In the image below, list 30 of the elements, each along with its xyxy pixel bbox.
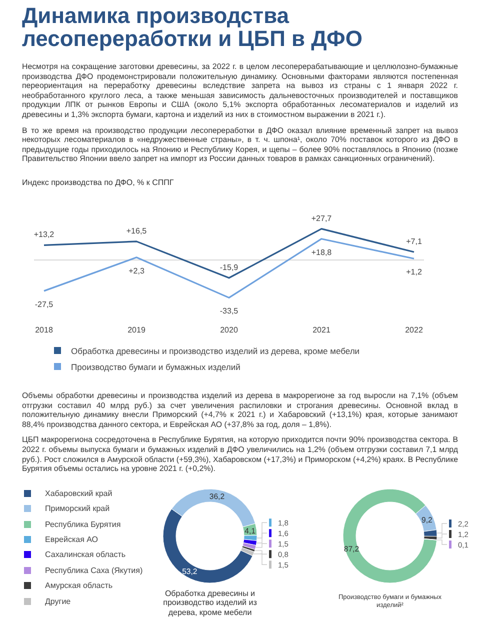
data-label: +27,7	[311, 214, 332, 223]
legend-label: Приморский край	[45, 504, 110, 514]
x-tick-label: 2018	[35, 326, 54, 335]
chart-title: Индекс производства по ДФО, % к СППГ	[22, 178, 175, 187]
legend-label: Еврейская АО	[45, 535, 98, 544]
x-tick-label: 2022	[405, 326, 424, 335]
data-label: +18,8	[311, 248, 332, 257]
legend-label: Амурская область	[45, 581, 113, 590]
data-label: +1,2	[406, 268, 422, 277]
data-label: +13,2	[34, 230, 55, 240]
legend-label: Сахалинская область	[45, 550, 126, 560]
text: Обработка древесины и производство изделий из дерева, кроме мебели	[162, 588, 258, 618]
legend-label: Обработка древесины и производство изделий из дерева, кроме мебели	[71, 346, 360, 356]
x-tick-label: 2020	[220, 326, 238, 335]
data-label: +16,5	[126, 226, 148, 236]
data-label: +7,1	[406, 236, 422, 246]
legend-label: Хабаровский край	[45, 488, 112, 498]
donut-slice	[243, 538, 258, 546]
text: Динамика производства лесопереработки и ЦБП в ДФО	[22, 3, 364, 51]
x-tick-label: 2019	[128, 326, 146, 335]
legend-label: Другие	[45, 596, 71, 606]
legend-label: Республика Саха (Якутия)	[45, 566, 143, 575]
donut-slice	[342, 488, 438, 583]
data-label: -33,5	[220, 306, 239, 316]
data-label: -15,9	[220, 262, 239, 272]
x-tick-label: 2021	[312, 326, 331, 335]
legend-label: Производство бумаги и бумажных изделий	[71, 362, 240, 372]
legend-label: Республика Бурятия	[45, 520, 121, 529]
data-label: -27,5	[34, 300, 54, 309]
data-label: +2,3	[128, 266, 145, 276]
